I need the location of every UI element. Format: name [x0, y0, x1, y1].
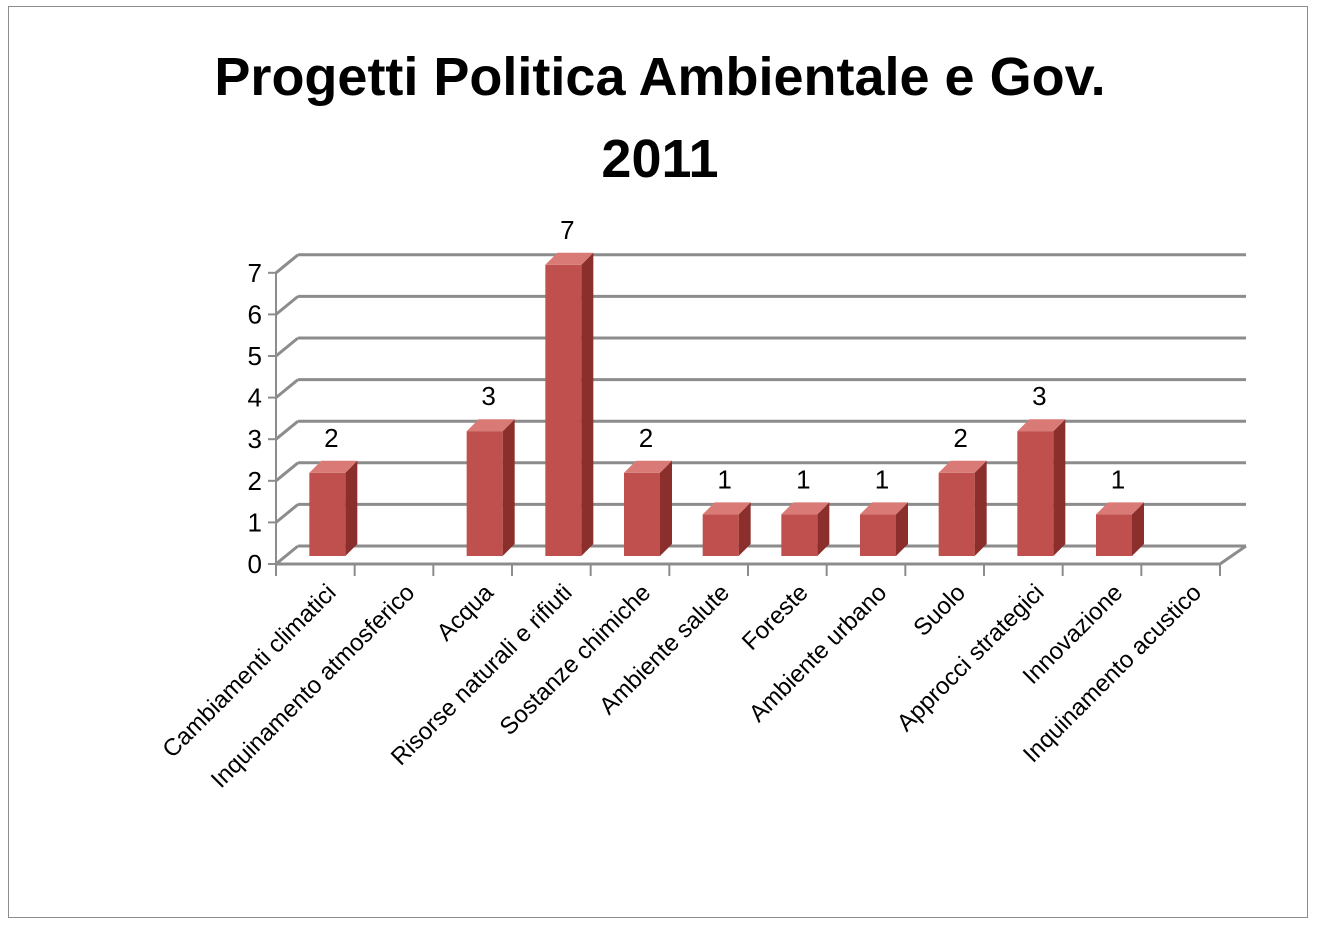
gridline-side: [275, 378, 299, 399]
bar-side: [581, 252, 594, 557]
bar-top: [309, 460, 358, 473]
gridline-side: [275, 295, 299, 316]
bar: [781, 502, 830, 556]
bar-side: [660, 460, 672, 556]
y-tick-label: 2: [248, 466, 262, 496]
bar: [309, 460, 358, 556]
gridline-side: [275, 503, 299, 524]
bar-side: [896, 502, 908, 556]
bar-side: [817, 502, 830, 556]
bar: [545, 252, 594, 557]
data-label: 2: [953, 423, 967, 453]
chart-title-line-2: 2011: [601, 129, 719, 189]
chart-title-line-1: Progetti Politica Ambientale e Gov.: [214, 47, 1106, 107]
bar-front: [1017, 431, 1054, 556]
bar: [860, 502, 908, 556]
bar-top: [938, 460, 987, 473]
bar-top: [624, 460, 672, 473]
bar: [938, 460, 987, 556]
bar-front: [938, 472, 975, 556]
y-tick-label: 7: [248, 258, 262, 288]
bar-top: [860, 502, 908, 515]
bar-front: [624, 472, 660, 556]
bar-top: [545, 252, 594, 265]
y-tick-label: 5: [248, 341, 262, 371]
bar-front: [860, 514, 896, 556]
y-tick-label: 1: [248, 507, 262, 537]
bar-side: [738, 502, 751, 556]
y-tick-label: 6: [248, 299, 262, 329]
bar: [466, 419, 515, 556]
y-tick-label: 3: [248, 424, 262, 454]
data-label: 3: [481, 381, 495, 411]
data-label: 1: [875, 464, 889, 494]
x-tick-label: Foreste: [737, 579, 814, 656]
bar-top: [1096, 502, 1144, 515]
data-labels: 2 3 7 2 1 1 1 2 3 1: [324, 215, 1125, 495]
x-tick-label: Suolo: [908, 579, 971, 642]
bar-front: [702, 514, 739, 556]
bar-side: [502, 419, 515, 556]
gridline-side: [275, 253, 299, 274]
x-tick-label: Ambiente urbano: [744, 579, 892, 727]
bar-top: [466, 419, 515, 432]
y-tick-label: 0: [248, 549, 262, 579]
bar-top: [702, 502, 751, 515]
bar-side: [1053, 419, 1066, 556]
axes: [268, 271, 1247, 576]
bar: [1096, 502, 1144, 556]
bar-top: [781, 502, 830, 515]
bar-top: [1017, 419, 1066, 432]
bars: [309, 252, 1144, 557]
bar-front: [309, 472, 346, 556]
bar-front: [781, 514, 818, 556]
data-label: 3: [1032, 381, 1046, 411]
bar-front: [466, 431, 503, 556]
bar-side: [974, 460, 987, 556]
data-label: 7: [560, 215, 574, 245]
data-label: 2: [324, 423, 338, 453]
bar-side: [1132, 502, 1144, 556]
y-tick-label: 4: [248, 383, 262, 413]
data-label: 1: [717, 464, 731, 494]
gridline-side: [275, 544, 299, 566]
x-tick-label: Acqua: [432, 579, 500, 647]
bar: [624, 460, 672, 556]
data-label: 1: [1111, 464, 1125, 494]
gridline-side: [275, 461, 299, 482]
floor-edge: [1219, 544, 1247, 566]
bar: [702, 502, 751, 556]
x-tick-label: Approcci strategici: [892, 579, 1050, 737]
y-axis-tick-labels: 0 1 2 3 4 5 6 7: [248, 258, 262, 579]
bar-front: [1096, 514, 1132, 556]
data-label: 2: [639, 423, 653, 453]
bar-front: [545, 264, 582, 556]
gridline-side: [275, 420, 299, 441]
x-tick-label: Sostanze chimiche: [495, 579, 657, 741]
gridline-side: [275, 336, 299, 358]
data-label: 1: [796, 464, 810, 494]
bar: [1017, 419, 1066, 556]
bar-side: [345, 460, 358, 556]
gridlines: [275, 253, 1246, 566]
